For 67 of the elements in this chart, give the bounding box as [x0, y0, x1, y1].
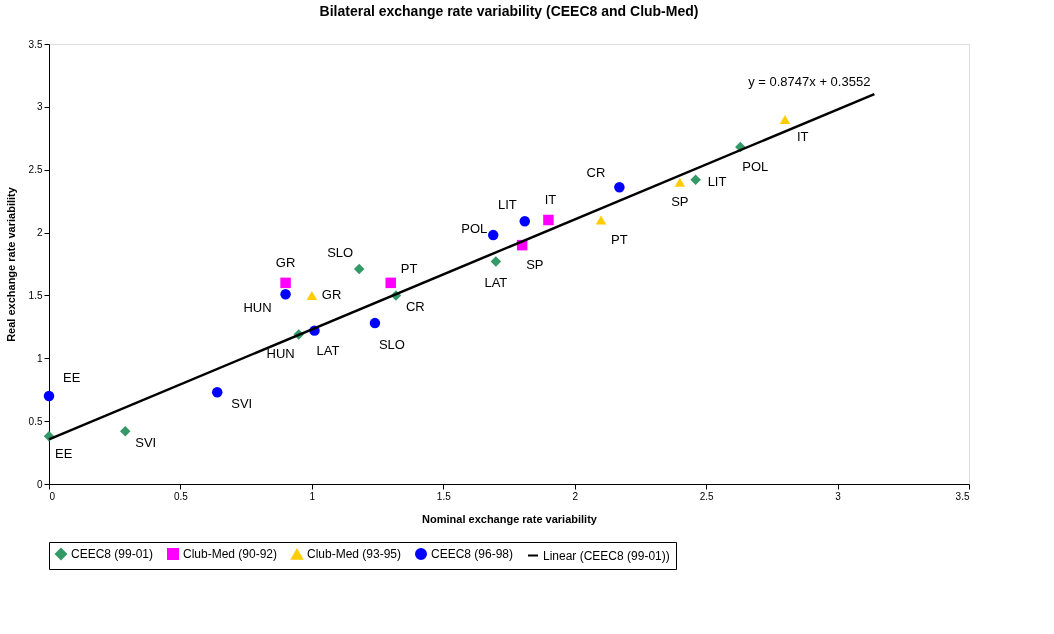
- legend-label: Club-Med (93-95): [307, 547, 402, 562]
- x-tick-label: 2: [572, 490, 579, 502]
- legend-label: Linear (CEEC8 (99-01)): [543, 548, 670, 563]
- point: [280, 277, 291, 289]
- y-tick-label: 3: [36, 101, 43, 113]
- point: [595, 215, 607, 225]
- point: [211, 386, 223, 398]
- annotation: CR: [405, 299, 425, 315]
- annotation: SVI: [231, 396, 253, 412]
- annotation: POL: [742, 159, 769, 175]
- annotation: IT: [544, 192, 557, 207]
- x-tick-label: 1: [309, 490, 316, 502]
- annotation: LIT: [707, 173, 727, 189]
- annotation: LAT: [484, 275, 508, 291]
- x-tick-label: 0.5: [173, 490, 189, 502]
- x-tick-label: 3: [835, 490, 842, 502]
- x-tick-label: 3.5: [955, 490, 970, 502]
- annotation: HUN: [266, 346, 295, 362]
- annotation: SVI: [135, 435, 157, 451]
- legend-label: CEEC8 (99-01): [71, 547, 154, 561]
- point: [779, 114, 791, 124]
- annotation: HUN: [243, 300, 272, 316]
- point: [614, 182, 625, 193]
- y-tick-label: 0.5: [28, 415, 43, 427]
- annotation: SP: [671, 194, 689, 210]
- point: [369, 317, 381, 329]
- point: [280, 288, 291, 300]
- y-tick-label: 3.5: [28, 38, 43, 50]
- annotation: SLO: [378, 337, 405, 353]
- annotation: CR: [586, 165, 606, 181]
- annotation: POL: [461, 221, 488, 237]
- annotation: y = 0.8747x + 0.3552: [748, 74, 871, 90]
- x-axis-title: Nominal exchange rate variability: [422, 512, 598, 525]
- annotation: LIT: [497, 197, 517, 213]
- y-tick-label: 1: [36, 352, 43, 364]
- annotation: LAT: [316, 342, 340, 358]
- x-tick-label: 2.5: [699, 490, 715, 502]
- annotation: EE: [63, 370, 81, 385]
- point: [690, 174, 701, 186]
- point: [385, 277, 396, 289]
- point: [306, 290, 318, 300]
- point: [674, 177, 686, 187]
- annotation: IT: [797, 129, 809, 145]
- point: [487, 229, 499, 241]
- point: [353, 263, 365, 275]
- chart-title: Bilateral exchange rate variability (CEEC8 and Club-Med): [319, 3, 699, 19]
- x-tick-label: 0: [49, 490, 56, 502]
- annotation: PT: [611, 232, 628, 247]
- point: [490, 256, 502, 267]
- annotation: GR: [321, 287, 342, 303]
- annotation: EE: [55, 446, 73, 462]
- y-tick-label: 2.5: [28, 164, 43, 176]
- point: [43, 390, 55, 402]
- y-tick-label: 1.5: [28, 289, 43, 301]
- annotation: PT: [400, 260, 418, 276]
- annotation: SLO: [327, 245, 354, 261]
- y-tick-label: 0: [36, 478, 43, 490]
- x-tick-label: 1.5: [436, 490, 452, 502]
- point: [519, 216, 531, 227]
- annotation: GR: [275, 254, 296, 270]
- legend-label: CEEC8 (96-98): [431, 547, 514, 561]
- y-axis-title: Real exchange rate variability: [4, 186, 17, 342]
- point: [119, 425, 131, 437]
- annotation: SP: [526, 257, 544, 273]
- point: [543, 214, 554, 226]
- legend-label: Club-Med (90-92): [183, 547, 278, 561]
- y-tick-label: 2: [36, 227, 43, 239]
